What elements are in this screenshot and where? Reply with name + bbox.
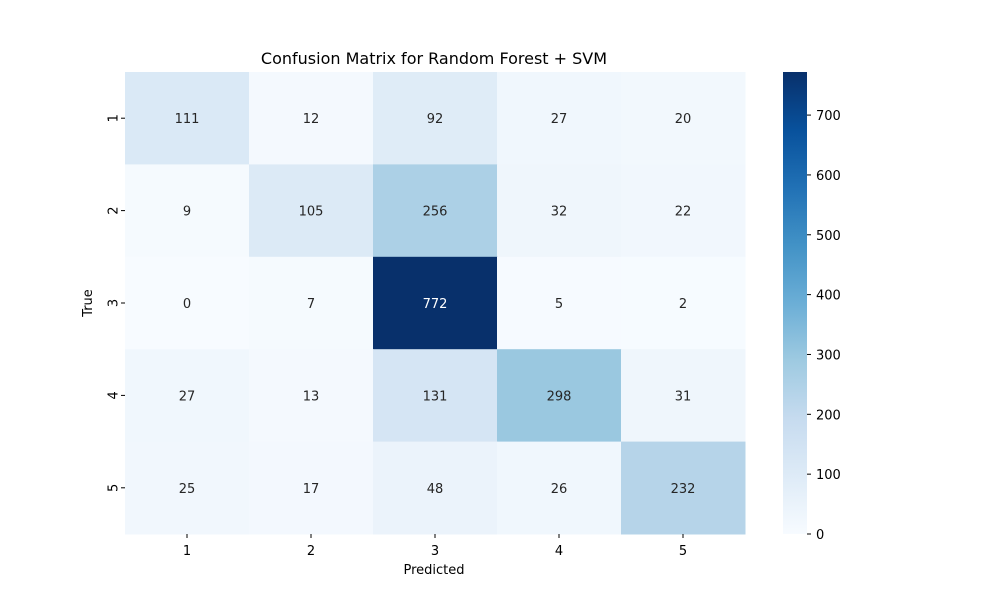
cell-value-label: 772: [423, 297, 448, 312]
y-axis-ticks: 1 2 3 4 5: [107, 114, 125, 492]
heatmap-cell: [621, 72, 746, 165]
heatmap-cell: [249, 256, 374, 350]
y-tick-label: 4: [107, 391, 122, 399]
heatmap-cell: [497, 72, 622, 165]
heatmap-cell: [125, 164, 250, 258]
y-tick-label: 2: [107, 206, 122, 214]
cell-value-label: 298: [547, 389, 572, 404]
cell-value-label: 22: [675, 205, 692, 220]
heatmap-cell: [125, 256, 250, 350]
x-axis-ticks: 1 2 3 4 5: [183, 534, 687, 559]
y-tick-label: 5: [107, 484, 122, 492]
heatmap-cells: [125, 72, 746, 535]
heatmap-cell-labels: 111 12 92 27 20 9 105 256 32 22 0 7 772 5 2 27 13 131 298 3…: [175, 112, 696, 497]
cell-value-label: 0: [183, 297, 191, 312]
cell-value-label: 232: [671, 482, 696, 497]
cell-value-label: 131: [423, 389, 448, 404]
cell-value-label: 105: [299, 205, 324, 220]
cell-value-label: 256: [423, 205, 448, 220]
heatmap-cell: [373, 164, 498, 258]
cell-value-label: 12: [303, 112, 320, 127]
cell-value-label: 26: [551, 482, 568, 497]
colorbar-tick-label: 400: [816, 289, 841, 304]
colorbar-tick-label: 500: [816, 229, 841, 244]
heatmap-cell: [249, 441, 374, 535]
heatmap-cell: [125, 349, 250, 443]
heatmap-cell: [497, 164, 622, 258]
y-tick-label: 3: [107, 299, 122, 307]
heatmap-cell: [497, 349, 622, 443]
cell-value-label: 17: [303, 482, 320, 497]
y-axis-label: True: [81, 289, 96, 318]
x-tick-label: 5: [679, 544, 687, 559]
heatmap-cell: [621, 256, 746, 350]
heatmap-cell: [373, 349, 498, 443]
heatmap-cell: [373, 72, 498, 165]
heatmap-cell: [373, 256, 498, 350]
heatmap-cell: [621, 164, 746, 258]
cell-value-label: 25: [179, 482, 196, 497]
heatmap-cell: [249, 349, 374, 443]
cell-value-label: 48: [427, 482, 444, 497]
x-tick-label: 1: [183, 544, 191, 559]
x-axis-label: Predicted: [403, 563, 464, 578]
x-tick-label: 3: [431, 544, 439, 559]
cell-value-label: 92: [427, 112, 444, 127]
colorbar-ticks: 0 100 200 300 400 500 600 700: [807, 109, 841, 543]
heatmap-cell: [249, 164, 374, 258]
heatmap-cell: [497, 441, 622, 535]
cell-value-label: 27: [179, 389, 196, 404]
cell-value-label: 111: [175, 112, 200, 127]
cell-value-label: 2: [679, 297, 687, 312]
heatmap-cell: [373, 441, 498, 535]
colorbar-tick-label: 200: [816, 408, 841, 423]
colorbar: [783, 72, 807, 534]
chart-title: Confusion Matrix for Random Forest + SVM: [261, 49, 607, 68]
cell-value-label: 31: [675, 389, 692, 404]
cell-value-label: 20: [675, 112, 692, 127]
x-tick-label: 4: [555, 544, 563, 559]
heatmap-cell: [125, 72, 250, 165]
colorbar-tick-label: 300: [816, 348, 841, 363]
x-tick-label: 2: [307, 544, 315, 559]
colorbar-tick-label: 0: [816, 528, 824, 543]
cell-value-label: 7: [307, 297, 315, 312]
heatmap-cell: [621, 441, 746, 535]
cell-value-label: 5: [555, 297, 563, 312]
colorbar-tick-label: 600: [816, 169, 841, 184]
cell-value-label: 32: [551, 205, 568, 220]
heatmap-cell: [249, 72, 374, 165]
heatmap-cell: [497, 256, 622, 350]
cell-value-label: 9: [183, 205, 191, 220]
cell-value-label: 13: [303, 389, 320, 404]
cell-value-label: 27: [551, 112, 568, 127]
heatmap-cell: [125, 441, 250, 535]
heatmap-cell: [621, 349, 746, 443]
y-tick-label: 1: [107, 114, 122, 122]
colorbar-tick-label: 700: [816, 109, 841, 124]
colorbar-tick-label: 100: [816, 468, 841, 483]
